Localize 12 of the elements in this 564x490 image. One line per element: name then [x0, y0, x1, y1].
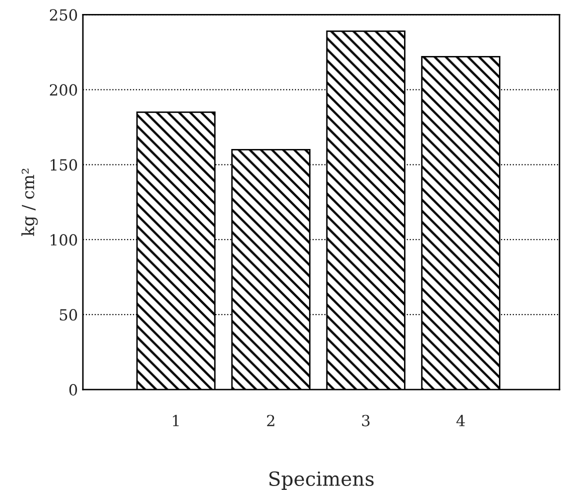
y-axis-title: kg / cm²: [21, 168, 38, 236]
y-tick-label: 50: [60, 309, 78, 321]
x-tick-label: 2: [267, 414, 274, 426]
x-tick-label: 4: [456, 414, 465, 426]
y-tick-label: 0: [69, 384, 78, 396]
x-tick-label: 1: [172, 414, 179, 426]
x-axis-title: Specimens: [269, 471, 374, 490]
y-tick-label: 100: [50, 234, 78, 246]
x-tick-label: 3: [362, 414, 370, 426]
y-tick-label: 250: [50, 9, 78, 21]
y-tick-label: 200: [50, 84, 78, 96]
y-tick-label: 150: [50, 159, 78, 171]
